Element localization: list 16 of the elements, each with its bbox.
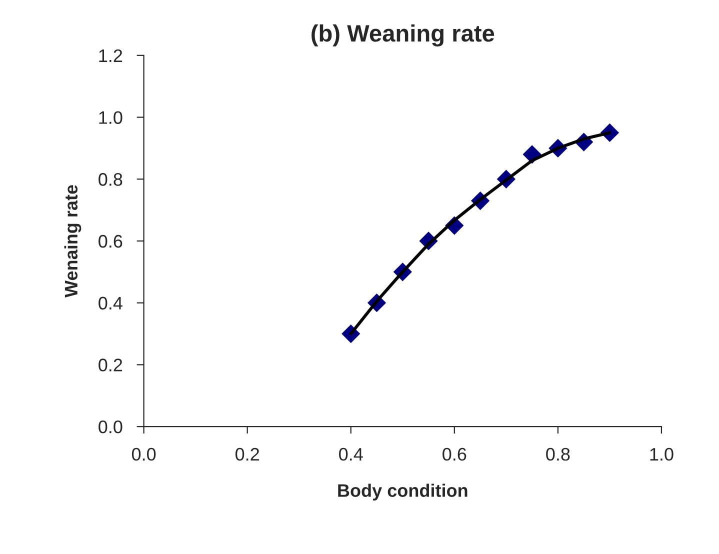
chart-title: (b) Weaning rate	[312, 24, 494, 47]
x-tick-label: 0.4	[339, 448, 363, 461]
x-tick-label: 0.2	[235, 448, 259, 461]
x-tick-label: 0.8	[546, 448, 570, 461]
y-tick-label: 0.8	[98, 173, 122, 186]
x-tick-label: 0.6	[442, 448, 466, 461]
y-tick-label: 1.2	[99, 49, 122, 62]
x-axis-title: Body condition	[338, 484, 468, 501]
y-tick-label: 1.0	[99, 111, 122, 124]
x-tick-label: 1.0	[650, 448, 674, 461]
x-tick-label: 0.0	[132, 448, 156, 461]
y-tick-label: 0.6	[98, 234, 122, 248]
y-tick-label: 0.2	[98, 358, 122, 372]
y-axis-title: Wenaing rate	[64, 185, 82, 298]
y-tick-label: 0.4	[98, 296, 122, 310]
y-tick-label: 0.0	[98, 420, 122, 434]
